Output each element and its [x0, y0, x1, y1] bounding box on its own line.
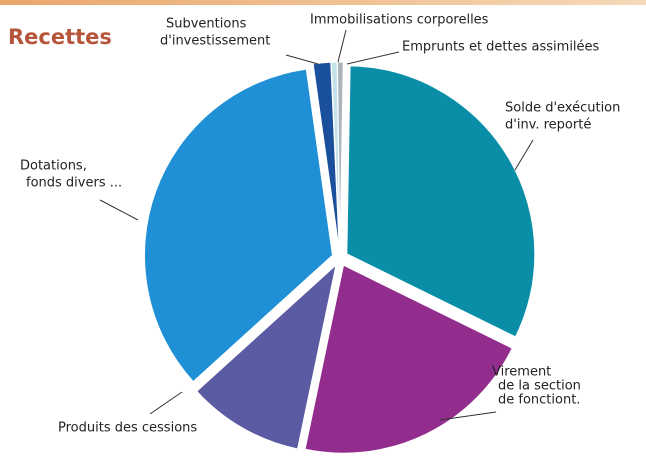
slice-label: Emprunts et dettes assimilées [402, 40, 600, 55]
pie-slice [304, 264, 513, 454]
leader-line [439, 411, 497, 421]
top-bar [0, 0, 646, 5]
chart-title: Recettes [8, 25, 112, 49]
slice-label: d'inv. reporté [505, 118, 591, 133]
pie-slice [196, 263, 337, 450]
leader-line [514, 139, 534, 171]
slice-label: Produits des cessions [58, 421, 197, 436]
slice-label: fonds divers ... [26, 176, 122, 191]
leader-line [99, 199, 139, 221]
pie-slice [346, 65, 536, 338]
leader-line [337, 29, 347, 63]
pie-slice [143, 68, 334, 383]
leader-line [285, 54, 319, 65]
slice-label: Immobilisations corporelles [310, 13, 489, 28]
slice-label: de fonctiont. [498, 393, 580, 408]
pie-slice [336, 61, 344, 251]
leader-line [149, 391, 183, 415]
slice-label: Dotations, [20, 159, 87, 174]
slice-label: d'investissement [160, 34, 270, 49]
slice-label: Virement [492, 365, 551, 380]
slice-label: Subventions [166, 17, 247, 32]
slice-label: Solde d'exécution [505, 101, 620, 116]
leader-line [346, 51, 400, 65]
slice-label: de la section [498, 379, 581, 394]
pie-slice [312, 61, 340, 251]
